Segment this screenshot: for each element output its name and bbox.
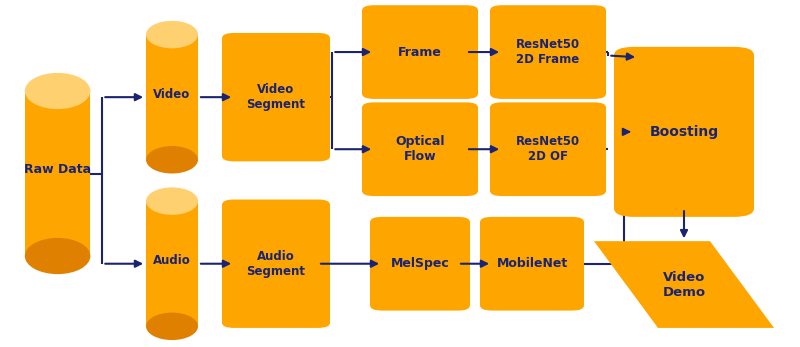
FancyBboxPatch shape [222,33,330,161]
FancyBboxPatch shape [480,217,584,311]
Text: Optical
Flow: Optical Flow [395,135,445,163]
Ellipse shape [146,313,198,340]
Bar [25,91,90,256]
Text: Boosting: Boosting [650,125,718,139]
Text: MobileNet: MobileNet [496,257,568,270]
Text: Video: Video [154,88,190,101]
Ellipse shape [146,21,198,48]
FancyBboxPatch shape [490,5,606,99]
Polygon shape [594,241,774,328]
FancyBboxPatch shape [614,47,754,217]
FancyBboxPatch shape [362,5,478,99]
Text: Video
Demo: Video Demo [662,271,706,298]
Text: Video
Segment: Video Segment [246,83,306,111]
Ellipse shape [146,146,198,174]
Text: Audio: Audio [153,254,191,268]
Text: Raw Data: Raw Data [24,163,91,176]
FancyBboxPatch shape [490,102,606,196]
Text: MelSpec: MelSpec [390,257,450,270]
Text: ResNet50
2D Frame: ResNet50 2D Frame [516,38,580,66]
Ellipse shape [25,73,90,109]
Text: ResNet50
2D OF: ResNet50 2D OF [516,135,580,163]
FancyBboxPatch shape [362,102,478,196]
Ellipse shape [25,238,90,274]
Bar [146,201,198,326]
Text: Frame: Frame [398,45,442,59]
FancyBboxPatch shape [222,200,330,328]
FancyBboxPatch shape [370,217,470,311]
Text: Audio
Segment: Audio Segment [246,250,306,278]
Ellipse shape [146,187,198,215]
Bar [146,35,198,160]
